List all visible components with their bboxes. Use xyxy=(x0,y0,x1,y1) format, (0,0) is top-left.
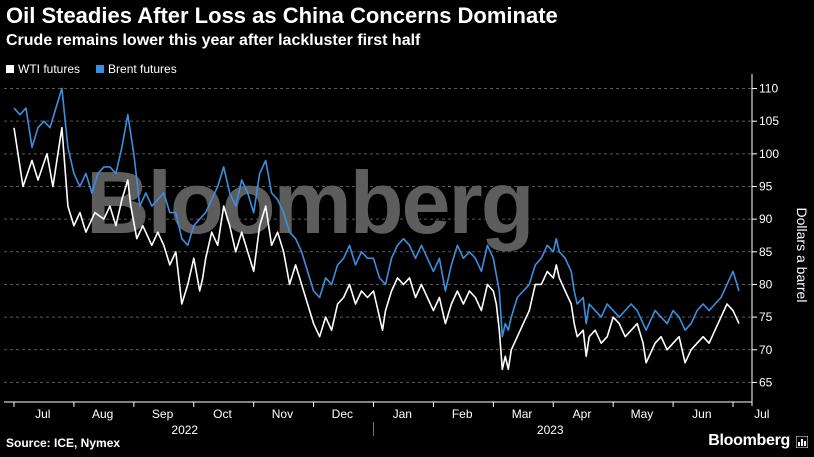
chart-subtitle: Crude remains lower this year after lack… xyxy=(6,32,421,49)
source-note: Source: ICE, Nymex xyxy=(6,436,121,450)
y-tick-label-70: 70 xyxy=(759,343,773,357)
x-tick-label-3: Oct xyxy=(213,407,232,421)
y-tick-label-105: 105 xyxy=(759,114,779,128)
x-tick-label-0: Jul xyxy=(35,407,50,421)
chart-title: Oil Steadies After Loss as China Concern… xyxy=(6,3,558,28)
series-lines xyxy=(13,87,740,371)
x-axis: Jul Aug Sep Oct Nov Dec Jan Feb Mar Apr May Jun Jul 2… xyxy=(4,401,769,437)
legend-label-wti: WTI futures xyxy=(18,62,81,76)
legend-item-wti: WTI futures xyxy=(6,62,80,76)
y-tick-label-95: 95 xyxy=(759,179,773,193)
gridlines xyxy=(4,88,752,383)
x-tick-label-8: Mar xyxy=(512,407,533,421)
bloomberg-logo-text: Bloomberg xyxy=(708,432,790,449)
y-tick-label-100: 100 xyxy=(759,147,779,161)
y-tick-label-90: 90 xyxy=(759,212,773,226)
y-tick-label-65: 65 xyxy=(759,375,773,389)
year-label-2023: 2023 xyxy=(537,423,564,437)
x-tick-label-6: Jan xyxy=(393,407,412,421)
x-tick-label-4: Nov xyxy=(272,407,293,421)
x-tick-label-7: Feb xyxy=(452,407,473,421)
x-tick-label-5: Dec xyxy=(332,407,353,421)
y-tick-label-75: 75 xyxy=(759,310,773,324)
legend-item-brent: Brent futures xyxy=(96,62,177,76)
series-line-wti-futures xyxy=(13,126,740,371)
x-tick-label-9: Apr xyxy=(573,407,592,421)
y-tick-label-110: 110 xyxy=(759,82,778,96)
legend-swatch-brent xyxy=(96,65,105,73)
legend-label-brent: Brent futures xyxy=(108,62,177,76)
y-axis-label: Dollars a barrel xyxy=(794,208,810,303)
bar-chart-icon xyxy=(796,436,808,448)
y-tick-label-85: 85 xyxy=(759,245,773,259)
series-line-brent-futures xyxy=(13,87,740,338)
x-tick-label-10: May xyxy=(631,407,654,421)
x-tick-label-2: Sep xyxy=(152,407,174,421)
x-tick-label-1: Aug xyxy=(92,407,113,421)
y-axis-ticks: 65 70 75 80 85 90 95 100 105 110 xyxy=(751,74,779,406)
legend-swatch-wti xyxy=(6,65,14,73)
year-label-2022: 2022 xyxy=(171,423,198,437)
legend: WTI futures Brent futures xyxy=(6,62,177,76)
x-tick-label-11: Jun xyxy=(692,407,711,421)
x-tick-label-12: Jul xyxy=(754,407,769,421)
y-tick-label-80: 80 xyxy=(759,277,773,291)
